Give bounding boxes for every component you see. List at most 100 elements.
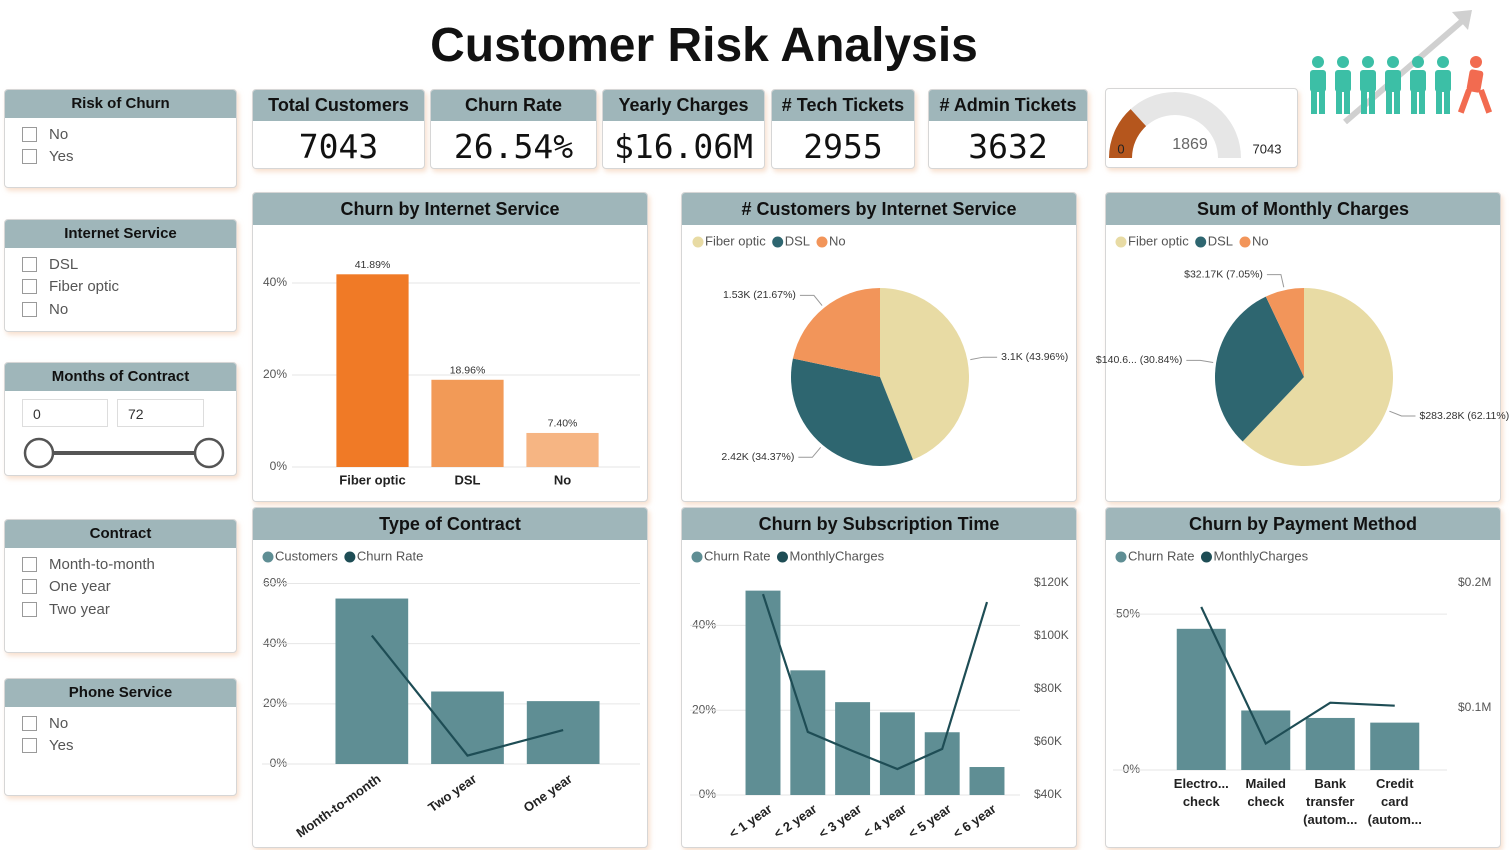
slicer-title: Contract [5,520,236,548]
option-label[interactable]: Yes [49,737,74,754]
pie-slice [1242,288,1394,466]
option-label[interactable]: DSL [49,255,79,273]
x-tick-label: < 2 year [771,801,820,841]
slicer: Internet Service DSL Fiber optic No [4,219,237,332]
slicer-option[interactable]: Yes [22,147,73,167]
checkbox[interactable] [22,556,37,572]
icon-leaving-person [1457,56,1493,114]
line [761,593,989,771]
range-max-input[interactable]: 72 [117,399,204,427]
kpi-label: Total Customers [253,90,424,121]
checkbox[interactable] [22,738,37,753]
kpi-card: # Tech Tickets 2955 [771,89,915,169]
data-label: $283.28K (62.11%) [1419,410,1509,422]
x-tick-label: < 6 year [950,801,999,841]
slicer-option[interactable]: No [22,299,68,319]
slicer-option[interactable]: No [22,124,68,144]
bar [526,432,599,467]
slicer-option[interactable]: Fiber optic [22,277,119,297]
checkbox[interactable] [22,279,37,294]
option-label[interactable]: Month-to-month [49,555,155,573]
kpi-label: Churn Rate [431,90,596,121]
chart-title: Type of Contract [253,508,647,540]
slider-knob[interactable] [193,437,225,469]
option-label[interactable]: One year [49,578,111,595]
kpi-label: # Admin Tickets [929,90,1087,121]
bar [431,379,504,467]
legend-label: No [1252,233,1269,248]
legend-label: Churn Rate [704,548,770,563]
data-label: 7.40% [548,418,578,430]
option-label[interactable]: Yes [49,148,74,165]
x-tick-label-box: Bank transfer (autom... [1303,776,1357,827]
checkbox[interactable] [22,301,37,317]
checkbox[interactable] [22,149,37,164]
slicer-option[interactable]: Yes [22,736,73,756]
page-title: Customer Risk Analysis [430,19,978,72]
checkbox[interactable] [22,579,37,594]
option-label[interactable]: No [49,300,69,318]
kpi-value: 7043 [298,127,379,166]
icon-people [1310,56,1451,114]
kpi-value: 2955 [803,127,883,166]
leader-line [1389,410,1416,417]
legend-marker [691,551,703,563]
y-tick-label: 40% [263,275,287,289]
y-tick-label: $100K [1034,628,1069,642]
range-slider[interactable] [5,435,237,475]
slicer-title: Internet Service [5,220,236,248]
option-label[interactable]: Fiber optic [49,278,120,295]
line [370,634,564,757]
data-label: 2.42K (34.37%) [721,451,794,463]
kpi-card: Total Customers 7043 [252,89,425,169]
legend-marker [1195,236,1207,248]
chart-title: # Customers by Internet Service [682,193,1076,225]
slider-knob[interactable] [23,437,55,469]
option-label[interactable]: Two year [49,600,110,618]
slicer-option[interactable]: DSL [22,254,78,274]
kpi-value: 26.54% [453,127,574,166]
legend-marker [692,236,704,248]
range-min-input[interactable]: 0 [22,399,108,427]
x-tick-label: < 1 year [726,801,775,841]
checkbox[interactable] [22,256,37,272]
x-tick-label: Fiber optic [339,472,405,487]
x-tick-label: Two year [425,771,479,815]
kpi-label: # Tech Tickets [772,90,914,121]
x-tick-label: No [554,472,571,487]
checkbox[interactable] [22,601,37,617]
y-tick-label: 40% [692,618,716,632]
chart-title: Churn by Subscription Time [682,508,1076,540]
slicer-option[interactable]: One year [22,577,111,597]
bar [924,732,960,795]
chart-title: Sum of Monthly Charges [1106,193,1500,225]
bar [745,590,781,795]
data-label: 3.1K (43.96%) [1001,351,1068,363]
slicer-option[interactable]: No [22,713,68,733]
kpi-label: Yearly Charges [603,90,764,121]
leader-line [970,356,998,361]
option-label[interactable]: No [49,125,69,143]
slicer: Contract Month-to-month One year Two year [4,519,237,653]
checkbox[interactable] [22,715,37,731]
legend-marker [816,236,828,248]
checkbox[interactable] [22,126,37,142]
bar [1370,722,1420,770]
leader-line [1186,359,1214,363]
y-tick-label: $40K [1034,787,1062,801]
x-tick-label: < 5 year [905,801,954,841]
data-label: $32.17K (7.05%) [1184,268,1263,280]
option-label[interactable]: No [49,714,69,732]
slicer-option[interactable]: Two year [22,599,110,619]
gauge-max: 7043 [1253,141,1282,156]
slicer-title: Phone Service [5,679,236,707]
legend-label: DSL [785,233,810,248]
legend-label: MonthlyCharges [789,548,884,563]
gauge-min: 0 [1117,141,1124,156]
slicer-option[interactable]: Month-to-month [22,554,155,574]
legend-marker [772,236,784,248]
y-tick-label: 0% [270,756,288,770]
data-label: 1.53K (21.67%) [723,289,796,301]
legend-label: Churn Rate [1128,548,1194,563]
chart-panel: Churn by Payment Method [1105,507,1501,848]
